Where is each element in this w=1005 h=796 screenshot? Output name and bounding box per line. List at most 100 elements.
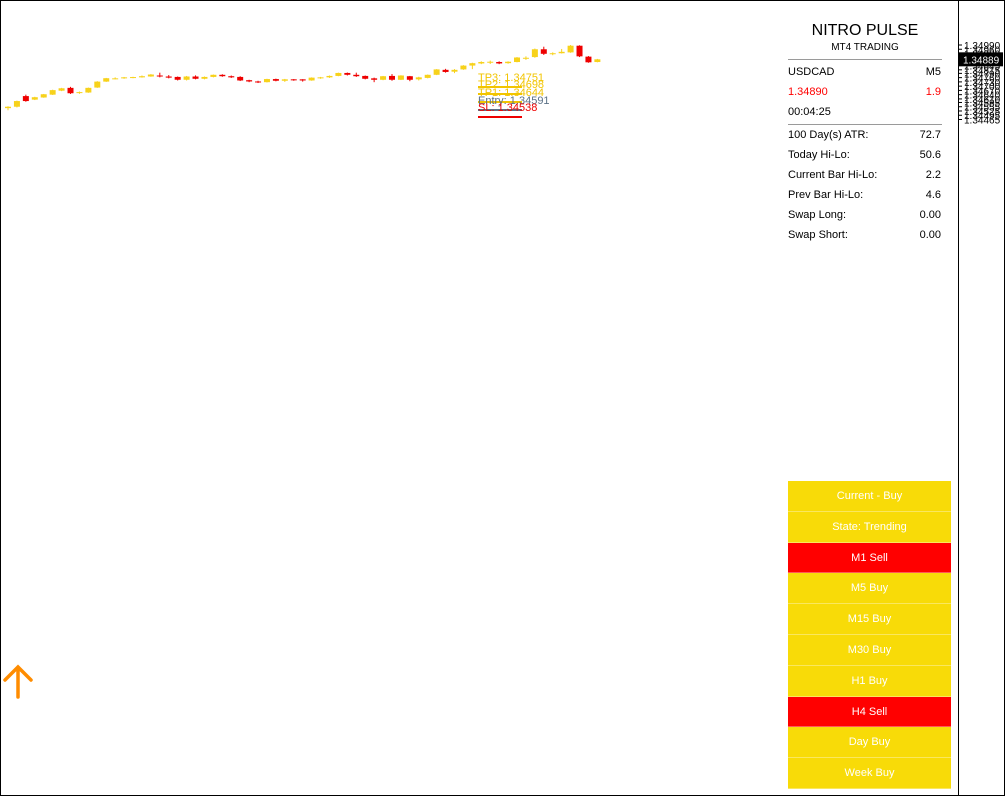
entry-label: Entry: 1.34591 (478, 94, 550, 107)
candle-body (192, 76, 199, 79)
price-value: 1.34890 (788, 86, 828, 98)
candle-body (272, 79, 279, 81)
candle-body (85, 87, 92, 93)
candle (469, 62, 476, 70)
axis-tick-label: 1.34730 (964, 78, 1001, 89)
tp2-label: TP2: 1.34698 (478, 79, 545, 92)
spread-value: 1.9 (925, 86, 941, 98)
candle (22, 94, 29, 102)
candle-body (13, 101, 20, 107)
candle-body (344, 72, 351, 75)
stat-row: Swap Short: 0.00 (780, 225, 950, 245)
price-axis: 1.349901.349601.349301.349051.348751.348… (958, 41, 1003, 126)
candle (237, 76, 244, 82)
candle-body (380, 76, 387, 80)
panel-subtitle: MT4 TRADING (831, 42, 899, 53)
candle-body (22, 96, 29, 102)
candle (371, 77, 378, 83)
candle (585, 56, 592, 63)
candle (335, 72, 342, 77)
price-row: 1.34890 1.9 (780, 82, 950, 102)
signal-buy: H1 Buy (788, 665, 951, 697)
candle (326, 75, 333, 78)
candle-body (147, 74, 154, 77)
candle (433, 69, 440, 76)
candle-body (549, 53, 556, 55)
candle-body (58, 88, 65, 91)
axis-tick-label: 1.34640 (964, 91, 1001, 102)
candle (67, 86, 74, 94)
axis-tick-label: 1.34815 (964, 66, 1001, 77)
axis-tick-label: 1.34525 (964, 107, 1001, 118)
candle (13, 100, 20, 108)
sl-line (478, 116, 522, 119)
candle (103, 77, 110, 82)
candle-body (576, 45, 583, 57)
candle-body (201, 76, 208, 79)
candle (353, 72, 360, 77)
candle-body (487, 61, 494, 63)
candle (317, 76, 324, 79)
arrow-up-icon (3, 664, 33, 699)
candle (219, 74, 226, 77)
candle-body (31, 97, 38, 100)
candle (49, 89, 56, 95)
candle-body (76, 92, 83, 94)
tp1-line (478, 101, 522, 104)
panel-divider (788, 59, 942, 60)
stat-value: 50.6 (919, 149, 941, 161)
candle-body (219, 74, 226, 77)
candle (76, 91, 83, 94)
candle (94, 81, 101, 88)
candle (263, 78, 270, 83)
candle-body (505, 61, 512, 64)
info-panel: NITRO PULSE MT4 TRADING USDCAD M5 1.3489… (780, 20, 950, 245)
candle-body (514, 57, 521, 63)
stat-value: 0.00 (919, 229, 941, 241)
tp2-line (478, 93, 522, 96)
timer-row: 00:04:25 (780, 102, 950, 122)
candle-body (388, 75, 395, 80)
candle-body (165, 76, 172, 78)
candle-body (406, 76, 413, 80)
candle-body (103, 78, 110, 82)
candle-body (210, 74, 217, 77)
candle-body (174, 76, 181, 80)
candle (522, 56, 529, 60)
candle (121, 76, 128, 79)
candle-body (558, 51, 565, 54)
axis-tick-label: 1.34700 (964, 82, 1001, 93)
candle (255, 80, 262, 84)
axis-tick-label: 1.34990 (964, 41, 1001, 52)
signal-buy: Week Buy (788, 758, 951, 789)
candle (192, 75, 199, 80)
signal-buy: Current - Buy (788, 481, 951, 512)
candle-body (237, 76, 244, 81)
candle (531, 48, 538, 58)
stat-value: 4.6 (925, 189, 941, 201)
stat-label: Prev Bar Hi-Lo: (788, 189, 864, 201)
candle (58, 87, 65, 92)
candle-body (299, 79, 306, 81)
axis-tick-label: 1.34585 (964, 98, 1001, 109)
candle-body (567, 45, 574, 53)
candle (558, 48, 565, 54)
candle-body (496, 62, 503, 64)
candle (442, 68, 449, 73)
axis-tick-label: 1.34670 (964, 86, 1001, 97)
stat-label: Swap Short: (788, 229, 848, 241)
candle (40, 93, 47, 98)
candle (5, 106, 11, 111)
axis-tick-label: 1.34760 (964, 74, 1001, 85)
candle-body (353, 74, 360, 77)
stat-row: Current Bar Hi-Lo: 2.2 (780, 165, 950, 185)
candle (183, 75, 190, 81)
candle-body (246, 80, 253, 82)
candle-body (130, 77, 137, 79)
stat-row: Swap Long: 0.00 (780, 205, 950, 225)
stats-list: 100 Day(s) ATR: 72.7 Today Hi-Lo: 50.6 Curre… (780, 125, 950, 245)
candle-body (362, 75, 369, 79)
signal-buy: M15 Buy (788, 604, 951, 635)
stat-value: 2.2 (925, 169, 941, 181)
